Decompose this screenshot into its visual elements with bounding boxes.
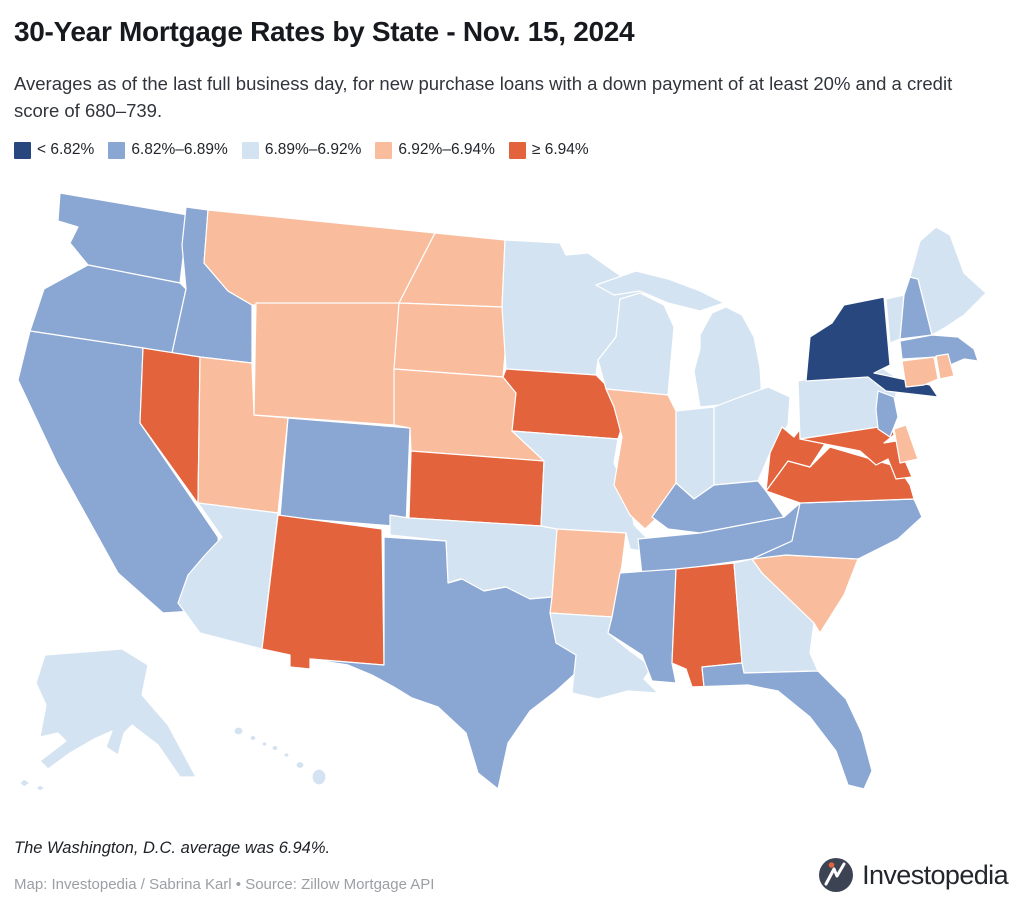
legend-label: 6.89%–6.92% xyxy=(264,141,362,158)
state-SD[interactable] xyxy=(393,302,508,378)
legend-swatch-mid xyxy=(241,141,259,159)
state-WA[interactable] xyxy=(57,192,189,284)
state-IN[interactable] xyxy=(675,406,715,500)
state-FL[interactable] xyxy=(691,662,873,790)
legend-label: 6.82%–6.89% xyxy=(131,141,228,158)
state-NM[interactable] xyxy=(261,514,385,670)
legend: < 6.82% 6.82%–6.89% 6.89%–6.92% 6.92%–6.… xyxy=(14,141,589,159)
state-HI[interactable] xyxy=(233,726,327,786)
state-WY[interactable] xyxy=(253,302,400,426)
state-MA[interactable] xyxy=(899,334,979,366)
state-RI[interactable] xyxy=(935,353,955,380)
page-subtitle: Averages as of the last full business da… xyxy=(14,73,953,121)
legend-label: < 6.82% xyxy=(37,141,95,158)
logo-mark-icon xyxy=(819,858,854,892)
us-map-svg xyxy=(17,192,987,792)
state-AK[interactable] xyxy=(19,648,197,792)
legend-item: 6.89%–6.92% xyxy=(241,141,362,159)
state-NY[interactable] xyxy=(805,296,939,398)
state-NC[interactable] xyxy=(751,498,923,560)
state-CO[interactable] xyxy=(279,417,411,528)
legend-swatch-lowest xyxy=(14,141,31,159)
state-ME[interactable] xyxy=(909,226,987,336)
legend-item: < 6.82% xyxy=(14,141,94,159)
credits-line: Map: Investopedia / Sabrina Karl • Sourc… xyxy=(14,876,435,893)
investopedia-logo: Investopedia xyxy=(818,857,1009,893)
state-MI[interactable] xyxy=(595,270,763,408)
state-MT[interactable] xyxy=(203,209,436,306)
state-KS[interactable] xyxy=(408,450,545,527)
us-choropleth-map xyxy=(0,185,1024,835)
state-CT[interactable] xyxy=(901,356,939,388)
page-title: 30-Year Mortgage Rates by State - Nov. 1… xyxy=(14,16,635,47)
legend-item: ≥ 6.94% xyxy=(508,141,589,159)
legend-swatch-high xyxy=(375,141,393,159)
legend-swatch-highest xyxy=(508,141,526,159)
state-IL[interactable] xyxy=(605,388,677,530)
state-KY[interactable] xyxy=(651,480,785,534)
legend-item: 6.92%–6.94% xyxy=(375,141,495,159)
legend-label: ≥ 6.94% xyxy=(531,141,589,158)
logo-text: Investopedia xyxy=(862,859,1009,890)
legend-label: 6.92%–6.94% xyxy=(398,141,495,158)
legend-item: 6.82%–6.89% xyxy=(108,141,228,159)
dc-note: The Washington, D.C. average was 6.94%. xyxy=(14,839,331,857)
state-TX[interactable] xyxy=(309,536,579,790)
state-DE[interactable] xyxy=(893,424,919,464)
legend-swatch-low xyxy=(108,141,126,159)
state-MD[interactable] xyxy=(799,424,913,480)
state-NJ[interactable] xyxy=(875,390,899,438)
